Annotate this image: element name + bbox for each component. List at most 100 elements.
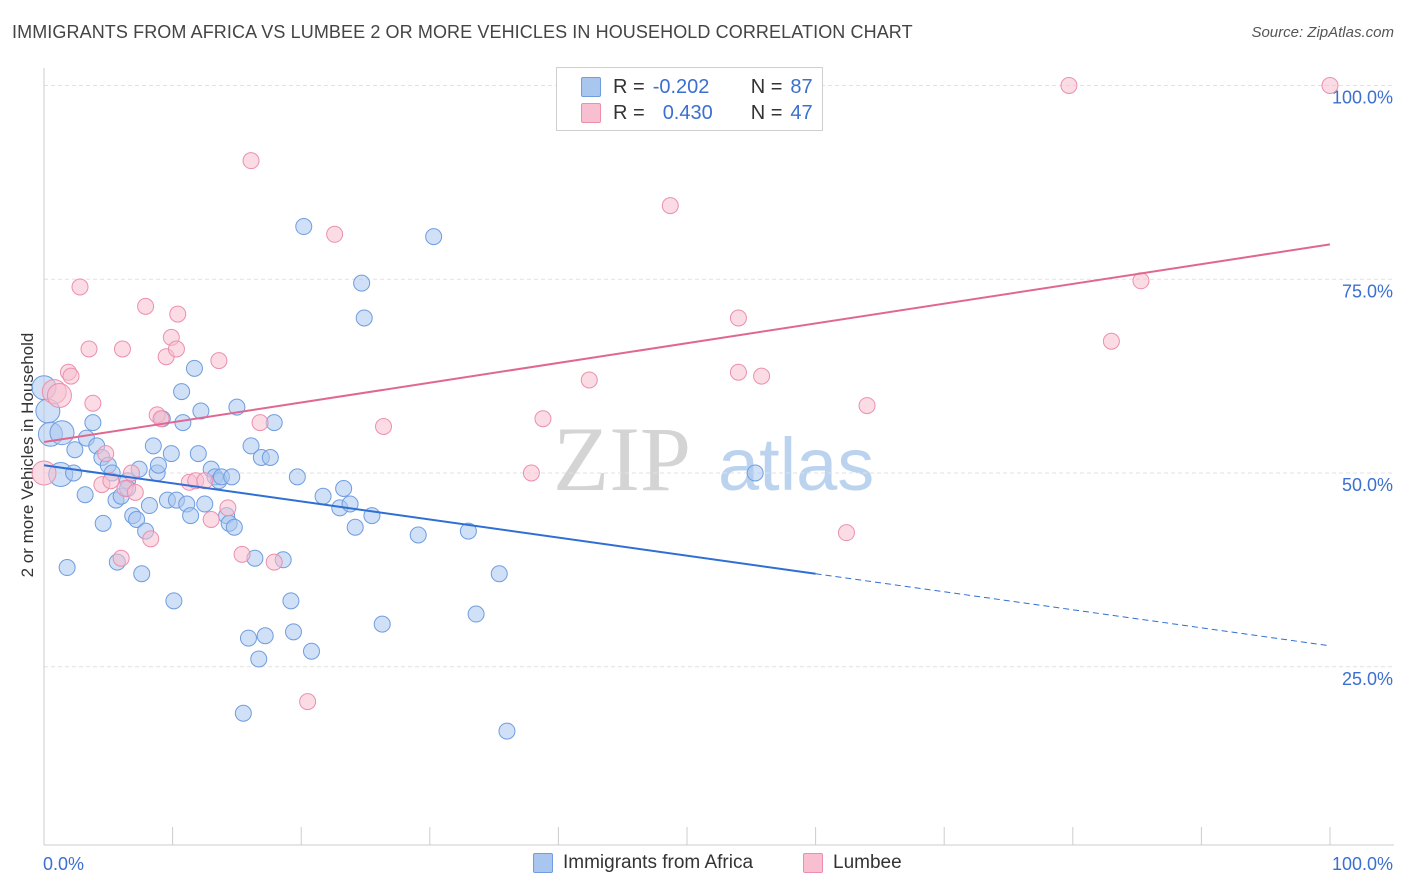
legend-lumbee-label: Lumbee — [833, 852, 902, 873]
africa-point — [144, 437, 162, 455]
africa-point — [295, 218, 313, 236]
africa-point — [234, 704, 252, 722]
lumbee-point — [80, 340, 98, 358]
lumbee-r-label: R = — [613, 101, 645, 124]
africa-r-label: R = — [613, 75, 645, 98]
lumbee-point — [858, 397, 876, 415]
africa-point — [196, 495, 214, 513]
lumbee-point — [242, 152, 260, 170]
africa-point — [173, 383, 191, 401]
africa-point — [425, 228, 443, 246]
lumbee-point — [837, 524, 855, 542]
africa-point — [225, 518, 243, 536]
africa-point — [353, 274, 371, 292]
lumbee-point — [126, 483, 144, 501]
series-africa — [31, 218, 764, 740]
legend-item-africa: Immigrants from Africa — [533, 852, 753, 874]
lumbee-point — [210, 352, 228, 370]
lumbee-point — [534, 410, 552, 428]
africa-point — [335, 480, 353, 497]
africa-point — [174, 414, 192, 432]
legend-africa-label: Immigrants from Africa — [563, 852, 754, 873]
lumbee-point — [71, 278, 89, 296]
lumbee-point — [219, 499, 237, 517]
africa-point — [239, 629, 257, 647]
lumbee-point — [375, 418, 393, 435]
africa-point — [189, 445, 207, 463]
africa-point — [346, 518, 364, 536]
lumbee-trendline — [43, 243, 1331, 443]
africa-point — [261, 449, 279, 466]
lumbee-point — [97, 445, 115, 463]
africa-point — [182, 507, 200, 525]
watermark-atlas: atlas — [718, 423, 874, 506]
africa-point — [128, 511, 146, 528]
series-legend: Immigrants from Africa Lumbee — [0, 852, 1406, 878]
africa-n-label: N = — [750, 75, 783, 98]
lumbee-point — [142, 530, 160, 548]
lumbee-point — [522, 464, 540, 482]
africa-point — [498, 722, 516, 740]
africa-trendline — [43, 464, 816, 575]
africa-point — [165, 592, 183, 610]
lumbee-n-value: 47 — [790, 101, 813, 124]
africa-point — [282, 592, 300, 610]
lumbee-point — [729, 309, 747, 327]
series-lumbee — [31, 77, 1339, 711]
africa-r-value: -0.202 — [652, 75, 710, 98]
africa-point — [149, 456, 167, 474]
x-tick-label-max: 100.0% — [1332, 854, 1393, 874]
africa-point — [288, 468, 306, 486]
lumbee-point — [661, 197, 679, 215]
correlation-legend: R = -0.202 N = 87 R = 0.430 N = 47 — [556, 67, 823, 131]
lumbee-r-value: 0.430 — [662, 101, 713, 124]
africa-point — [302, 642, 320, 660]
africa-point — [192, 402, 210, 420]
africa-point — [459, 522, 477, 540]
africa-point — [242, 437, 260, 455]
africa-point — [250, 650, 268, 668]
lumbee-swatch — [581, 103, 601, 123]
chart-title: IMMIGRANTS FROM AFRICA VS LUMBEE 2 OR MO… — [12, 22, 913, 42]
lumbee-point — [251, 414, 269, 432]
y-tick-label: 75.0% — [1342, 281, 1393, 301]
lumbee-point — [1060, 77, 1078, 94]
y-tick-label: 25.0% — [1342, 669, 1393, 689]
africa-point — [746, 464, 764, 482]
lumbee-point — [1102, 332, 1120, 350]
africa-point — [185, 359, 203, 377]
africa-point — [355, 309, 373, 327]
lumbee-point — [137, 297, 155, 315]
lumbee-point — [62, 367, 80, 385]
lumbee-point — [112, 549, 130, 567]
lumbee-point — [84, 394, 102, 412]
legend-lumbee-swatch — [803, 853, 823, 873]
y-tick-label: 100.0% — [1332, 88, 1393, 108]
africa-point — [66, 441, 84, 459]
lumbee-point — [46, 383, 72, 408]
legend-row-africa: R = -0.202 N = 87 — [581, 75, 813, 99]
lumbee-point — [102, 472, 120, 490]
africa-swatch — [581, 77, 601, 97]
africa-point — [265, 414, 283, 432]
africa-point — [84, 414, 102, 432]
watermark-zip: ZIP — [553, 408, 691, 510]
legend-item-lumbee: Lumbee — [803, 852, 902, 874]
lumbee-point — [202, 511, 220, 528]
africa-point — [65, 464, 83, 482]
lumbee-point — [580, 371, 598, 389]
lumbee-point — [265, 553, 283, 571]
africa-point — [94, 514, 112, 532]
lumbee-point — [326, 225, 344, 243]
africa-point — [256, 627, 274, 645]
africa-point — [58, 559, 76, 577]
lumbee-n-label: N = — [750, 101, 783, 124]
lumbee-point — [299, 693, 317, 711]
lumbee-point — [1321, 77, 1339, 94]
africa-point — [140, 497, 158, 515]
lumbee-point — [729, 363, 747, 381]
lumbee-point — [233, 545, 251, 563]
africa-trendline-extension — [815, 573, 1331, 647]
africa-point — [467, 605, 485, 623]
